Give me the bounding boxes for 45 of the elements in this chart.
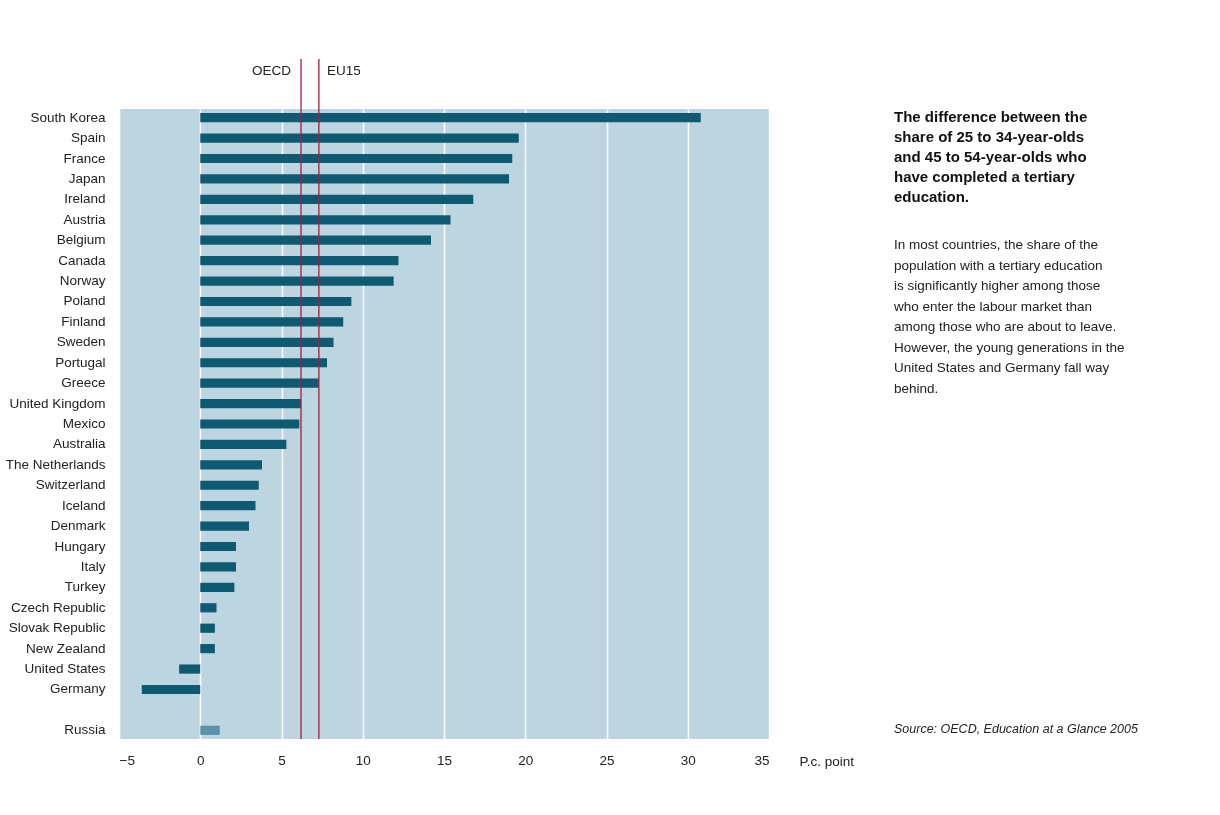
x-tick-label: 35	[754, 752, 770, 768]
y-tick-label: Poland	[63, 293, 106, 309]
y-tick-label: Sweden	[56, 334, 106, 350]
x-tick-label: 5	[278, 752, 286, 768]
text: The difference between the share of 25 to 34-year-olds and 45 to 54-year-olds who have completed a tertiary education.	[894, 108, 1088, 205]
y-tick-label: New Zealand	[25, 640, 106, 656]
x-tick-label: 15	[436, 752, 453, 768]
x-tick-label: 20	[518, 752, 534, 768]
y-tick-label: United Kingdom	[9, 395, 106, 411]
y-tick-label: Japan	[68, 170, 106, 186]
y-tick-label: United States	[24, 661, 106, 677]
y-tick-label: South Korea	[30, 109, 106, 125]
y-tick-label: Australia	[52, 436, 106, 452]
y-tick-label: Iceland	[61, 497, 106, 513]
y-tick-label: Turkey	[64, 579, 106, 595]
x-tick-label: 10	[355, 752, 371, 768]
x-tick-label: −5	[119, 752, 135, 768]
y-tick-label: Austria	[63, 211, 106, 227]
x-tick-label: 25	[599, 752, 615, 768]
y-tick-label: Greece	[61, 375, 106, 391]
y-tick-label: Belgium	[56, 232, 106, 248]
ref-line-label: OECD	[251, 63, 292, 78]
y-tick-label: Slovak Republic	[8, 620, 106, 636]
y-tick-label: Finland	[61, 313, 106, 329]
y-tick-label: Denmark	[50, 518, 106, 534]
y-tick-label: Portugal	[55, 354, 106, 370]
x-tick-label: 0	[196, 752, 205, 768]
text: In most countries, the share of the population with a tertiary education is significantly higher among those who enter the labour market than among those who are about to leave. However, the young generations in the United States and Germany fall way behind.	[893, 237, 1125, 396]
y-tick-label: Russia	[64, 722, 106, 738]
y-tick-label: Czech Republic	[10, 599, 106, 615]
y-tick-label: The Netherlands	[5, 456, 106, 472]
y-tick-label: Mexico	[62, 416, 106, 431]
ref-line-label: EU15	[326, 63, 361, 78]
y-tick-label: Norway	[59, 273, 106, 289]
y-tick-label: Ireland	[64, 191, 106, 207]
y-tick-label: Hungary	[54, 538, 106, 554]
y-tick-label: Spain	[70, 130, 106, 146]
source-note: Source: OECD, Education at a Glance 2005	[894, 722, 1138, 736]
y-tick-label: France	[63, 150, 106, 166]
y-tick-label: Italy	[80, 558, 106, 574]
y-tick-label: Canada	[58, 252, 106, 268]
x-tick-label: 30	[680, 752, 696, 768]
y-tick-label: Switzerland	[35, 477, 106, 493]
x-axis-title: P.c. point	[799, 753, 855, 769]
y-tick-label: Germany	[49, 681, 106, 697]
